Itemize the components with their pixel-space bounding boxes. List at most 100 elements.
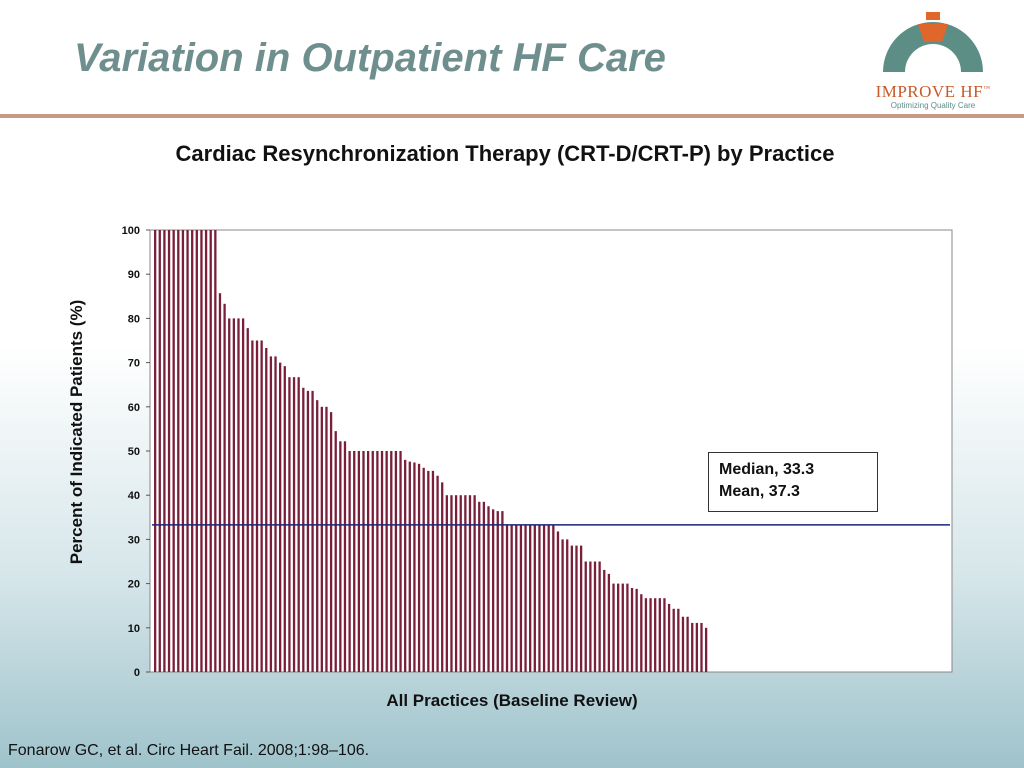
practice-bar (450, 495, 453, 672)
practice-bar (482, 501, 486, 672)
practice-bar (343, 441, 347, 672)
practice-bar (283, 366, 286, 672)
practice-bar (672, 608, 675, 672)
practice-bar (700, 622, 703, 672)
practice-bar (468, 495, 472, 672)
practice-bar (589, 561, 592, 672)
logo-tagline: Optimizing Quality Care (890, 101, 976, 110)
practice-bar (246, 328, 249, 672)
practice-bar (515, 524, 518, 672)
practice-bar (630, 588, 634, 672)
practice-bar (575, 545, 578, 672)
median-label: Median, 33.3 (719, 461, 815, 478)
practice-bar (473, 495, 476, 672)
practice-bar (214, 230, 217, 672)
practice-bar (204, 230, 208, 672)
practice-bar (348, 451, 351, 672)
practice-bar (561, 539, 564, 672)
practice-bar (649, 598, 652, 672)
practice-bar (260, 340, 263, 672)
practice-bar (251, 340, 254, 672)
practice-bar (320, 406, 323, 672)
practice-bar (316, 400, 319, 672)
practice-bar (612, 583, 615, 672)
practice-bar (427, 470, 430, 672)
practice-bar (228, 318, 231, 672)
practice-bar (556, 531, 560, 672)
practice-bar (334, 431, 337, 672)
practice-bar (302, 387, 305, 672)
practice-bar (570, 545, 573, 672)
y-tick-label: 10 (128, 623, 140, 635)
practice-bar (181, 230, 185, 672)
practice-bar (658, 598, 661, 672)
practice-bar (390, 451, 393, 672)
practice-bar (579, 545, 583, 672)
practice-bar (357, 451, 361, 672)
practice-bar (617, 583, 620, 672)
y-tick-label: 30 (128, 534, 140, 546)
practice-bar (399, 451, 402, 672)
practice-bar (519, 524, 523, 672)
practice-bar (237, 318, 240, 672)
practice-bar (598, 561, 601, 672)
practice-bar (686, 616, 689, 672)
stats-annotation: Median, 33.3 Mean, 37.3 (708, 452, 878, 512)
y-tick-label: 0 (134, 667, 140, 679)
practice-bar (454, 495, 458, 672)
y-tick-label: 90 (128, 269, 140, 281)
practice-bar (621, 583, 624, 672)
practice-bar (663, 598, 666, 672)
practice-bar (538, 524, 541, 672)
practice-bar (167, 230, 171, 672)
practice-bar (695, 622, 699, 672)
practice-bar (255, 340, 259, 672)
practice-bar (547, 524, 550, 672)
logo-arch-icon (883, 12, 983, 72)
practice-bar (654, 598, 657, 672)
practice-bar (524, 524, 527, 672)
practice-bar (265, 348, 268, 672)
practice-bar (681, 616, 685, 672)
practice-bar (640, 594, 643, 672)
slide-title: Variation in Outpatient HF Care (74, 36, 666, 80)
practice-bar (274, 356, 277, 672)
practice-bar (191, 230, 194, 672)
practice-bar (566, 539, 569, 672)
practice-bar (417, 463, 421, 672)
practice-bar (584, 561, 587, 672)
practice-bar (459, 495, 462, 672)
y-tick-label: 40 (128, 490, 140, 502)
practice-bar (542, 524, 546, 672)
citation: Fonarow GC, et al. Circ Heart Fail. 2008… (8, 742, 370, 759)
practice-bar (505, 524, 509, 672)
practice-bar (603, 569, 606, 672)
y-tick-label: 60 (128, 402, 140, 414)
practice-bar (366, 451, 370, 672)
practice-bar (487, 506, 490, 672)
practice-bar (232, 318, 236, 672)
practice-bar (635, 588, 638, 672)
practice-bar (329, 412, 333, 672)
practice-bar (306, 390, 310, 672)
practice-bar (218, 293, 222, 672)
y-tick-label: 100 (122, 225, 140, 237)
practice-bar (376, 451, 379, 672)
y-tick-label: 80 (128, 313, 140, 325)
practice-bar (529, 524, 532, 672)
practice-bar (311, 390, 314, 672)
practice-bar (431, 470, 435, 672)
improve-hf-logo: IMPROVE HF™ Optimizing Quality Care (858, 8, 1008, 110)
practice-bar (626, 583, 629, 672)
y-tick-label: 50 (128, 446, 140, 458)
practice-bar (445, 495, 448, 672)
practice-bar (279, 362, 282, 672)
practice-bar (491, 509, 495, 672)
practice-bar (607, 573, 611, 672)
practice-bar (158, 230, 161, 672)
y-tick-label: 70 (128, 358, 140, 370)
practice-bar (667, 603, 671, 672)
practice-bar (325, 406, 328, 672)
practice-bar (691, 622, 694, 672)
